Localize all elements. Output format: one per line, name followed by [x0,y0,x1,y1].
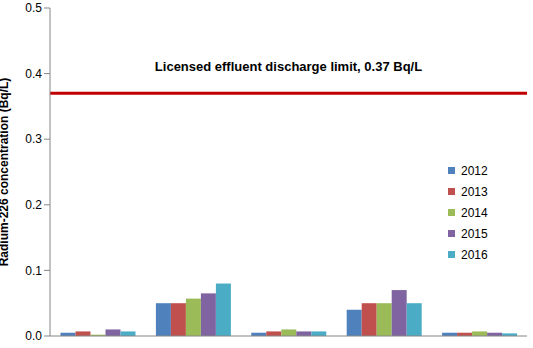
svg-text:0.2: 0.2 [25,198,42,212]
svg-text:0.3: 0.3 [25,132,42,146]
svg-text:Licensed effluent discharge li: Licensed effluent discharge limit, 0.37 … [155,59,422,74]
svg-text:0.4: 0.4 [25,67,42,81]
svg-text:0.1: 0.1 [25,264,42,278]
svg-text:0.5: 0.5 [25,1,42,15]
html-text:2013: 2013 [461,184,488,199]
html-text:2015: 2015 [461,226,488,241]
html-text:2014: 2014 [461,205,488,220]
html-text:2016: 2016 [461,247,488,262]
svg-text:Radium-226 concentration (Bq/L: Radium-226 concentration (Bq/L) [8,78,11,267]
svg-text:0.0: 0.0 [25,329,42,343]
html-text:2012: 2012 [461,163,488,178]
